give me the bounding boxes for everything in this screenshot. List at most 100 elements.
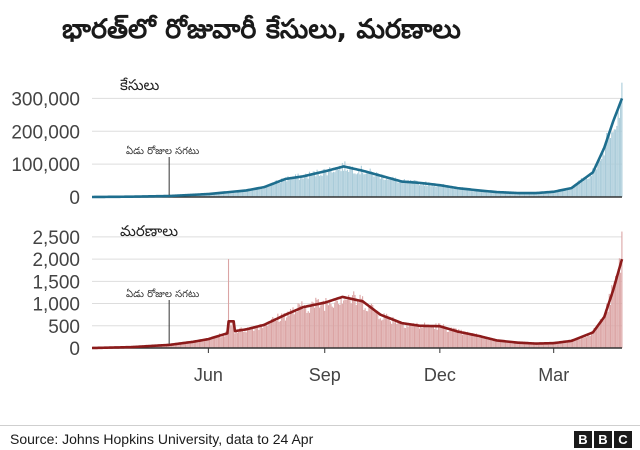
y-tick-label: 100,000 [11, 155, 80, 176]
daily-bar [569, 341, 571, 348]
daily-bar [609, 304, 612, 348]
daily-bar [177, 343, 179, 348]
daily-bar [539, 193, 541, 197]
daily-bar [564, 189, 566, 197]
daily-bar [262, 188, 264, 197]
daily-bar [397, 321, 399, 348]
daily-bar [484, 190, 486, 197]
daily-bar [389, 321, 391, 348]
daily-bar [388, 179, 390, 197]
daily-bar [252, 189, 254, 197]
daily-bar [298, 304, 300, 348]
annotation-label: ఏడు రోజుల సగటు [126, 145, 200, 157]
daily-bar [443, 324, 445, 348]
daily-bar [531, 193, 533, 197]
daily-bar [584, 179, 586, 197]
daily-bar [577, 338, 579, 348]
daily-bar [339, 304, 341, 348]
daily-bar [512, 193, 514, 197]
daily-bar [206, 340, 208, 348]
daily-bar [375, 311, 378, 348]
daily-bar [504, 192, 507, 197]
daily-bar [338, 304, 340, 348]
y-tick-label: 1,000 [32, 295, 80, 316]
bbc-logo-letter: B [574, 431, 592, 448]
daily-bar [179, 343, 181, 348]
daily-bar [312, 171, 314, 197]
daily-bar [418, 185, 421, 197]
daily-bar [158, 345, 160, 348]
daily-bar [406, 324, 408, 348]
daily-bar [436, 329, 438, 348]
daily-bar [382, 174, 384, 197]
daily-bar [497, 341, 499, 348]
daily-bar [211, 337, 213, 348]
daily-bar [184, 343, 187, 348]
daily-bar [483, 190, 485, 197]
daily-bar [426, 186, 428, 197]
daily-bar [521, 192, 523, 197]
daily-bar [392, 176, 394, 197]
daily-bar [425, 181, 427, 197]
daily-bar [313, 307, 316, 348]
daily-bar [353, 173, 355, 197]
daily-bar [379, 318, 381, 348]
daily-bar [255, 326, 257, 348]
daily-bar [494, 339, 496, 348]
daily-bar [245, 190, 247, 197]
daily-bar [365, 173, 367, 197]
daily-bar [560, 342, 562, 348]
daily-bar [454, 328, 456, 348]
daily-bar [563, 190, 565, 197]
daily-bar [468, 188, 470, 197]
daily-bar [384, 316, 386, 348]
daily-bar [613, 129, 615, 197]
daily-bar [209, 194, 211, 197]
daily-bar [502, 192, 504, 197]
daily-bar [427, 182, 429, 197]
daily-bar [220, 337, 222, 348]
daily-bar [403, 327, 405, 348]
daily-bar [589, 174, 591, 197]
daily-bar [494, 192, 496, 197]
daily-bar [316, 299, 318, 348]
daily-bar [602, 148, 604, 197]
daily-bar [210, 193, 212, 197]
daily-bar [346, 169, 348, 197]
daily-bar [417, 182, 419, 197]
daily-bar [620, 272, 622, 348]
daily-bar [291, 310, 293, 348]
daily-bar [238, 191, 240, 197]
daily-bar [455, 189, 457, 197]
daily-bar [535, 342, 537, 348]
daily-bar [572, 188, 574, 197]
daily-bar [575, 182, 577, 197]
bbc-logo: B B C [574, 431, 632, 448]
daily-bar [531, 343, 533, 348]
daily-bar [526, 192, 528, 197]
daily-bar [515, 192, 517, 197]
daily-bar [201, 194, 203, 197]
daily-bar [297, 303, 299, 348]
daily-bar [459, 189, 461, 197]
daily-bar [296, 312, 298, 348]
daily-bar [608, 131, 610, 197]
daily-bar [293, 314, 295, 348]
daily-bar [400, 321, 402, 348]
chart-title: భారత్‌లో రోజువారీ కేసులు, మరణాలు [62, 14, 461, 45]
daily-bar [206, 194, 208, 197]
daily-bar [434, 184, 436, 197]
daily-bar [317, 174, 319, 197]
daily-bar [508, 193, 510, 197]
daily-bar [188, 341, 190, 348]
daily-bar [392, 316, 394, 348]
daily-bar [464, 188, 466, 197]
daily-bar [617, 269, 619, 348]
daily-bar [550, 191, 552, 197]
cases-panel: 0 100,000 200,000 300,000 కేసులు ఏడు రోజుల సగ… [11, 76, 624, 209]
daily-bar [427, 324, 429, 348]
daily-bar [295, 310, 297, 348]
daily-bar [313, 171, 316, 197]
daily-bar [415, 180, 417, 197]
daily-bar [246, 189, 249, 197]
